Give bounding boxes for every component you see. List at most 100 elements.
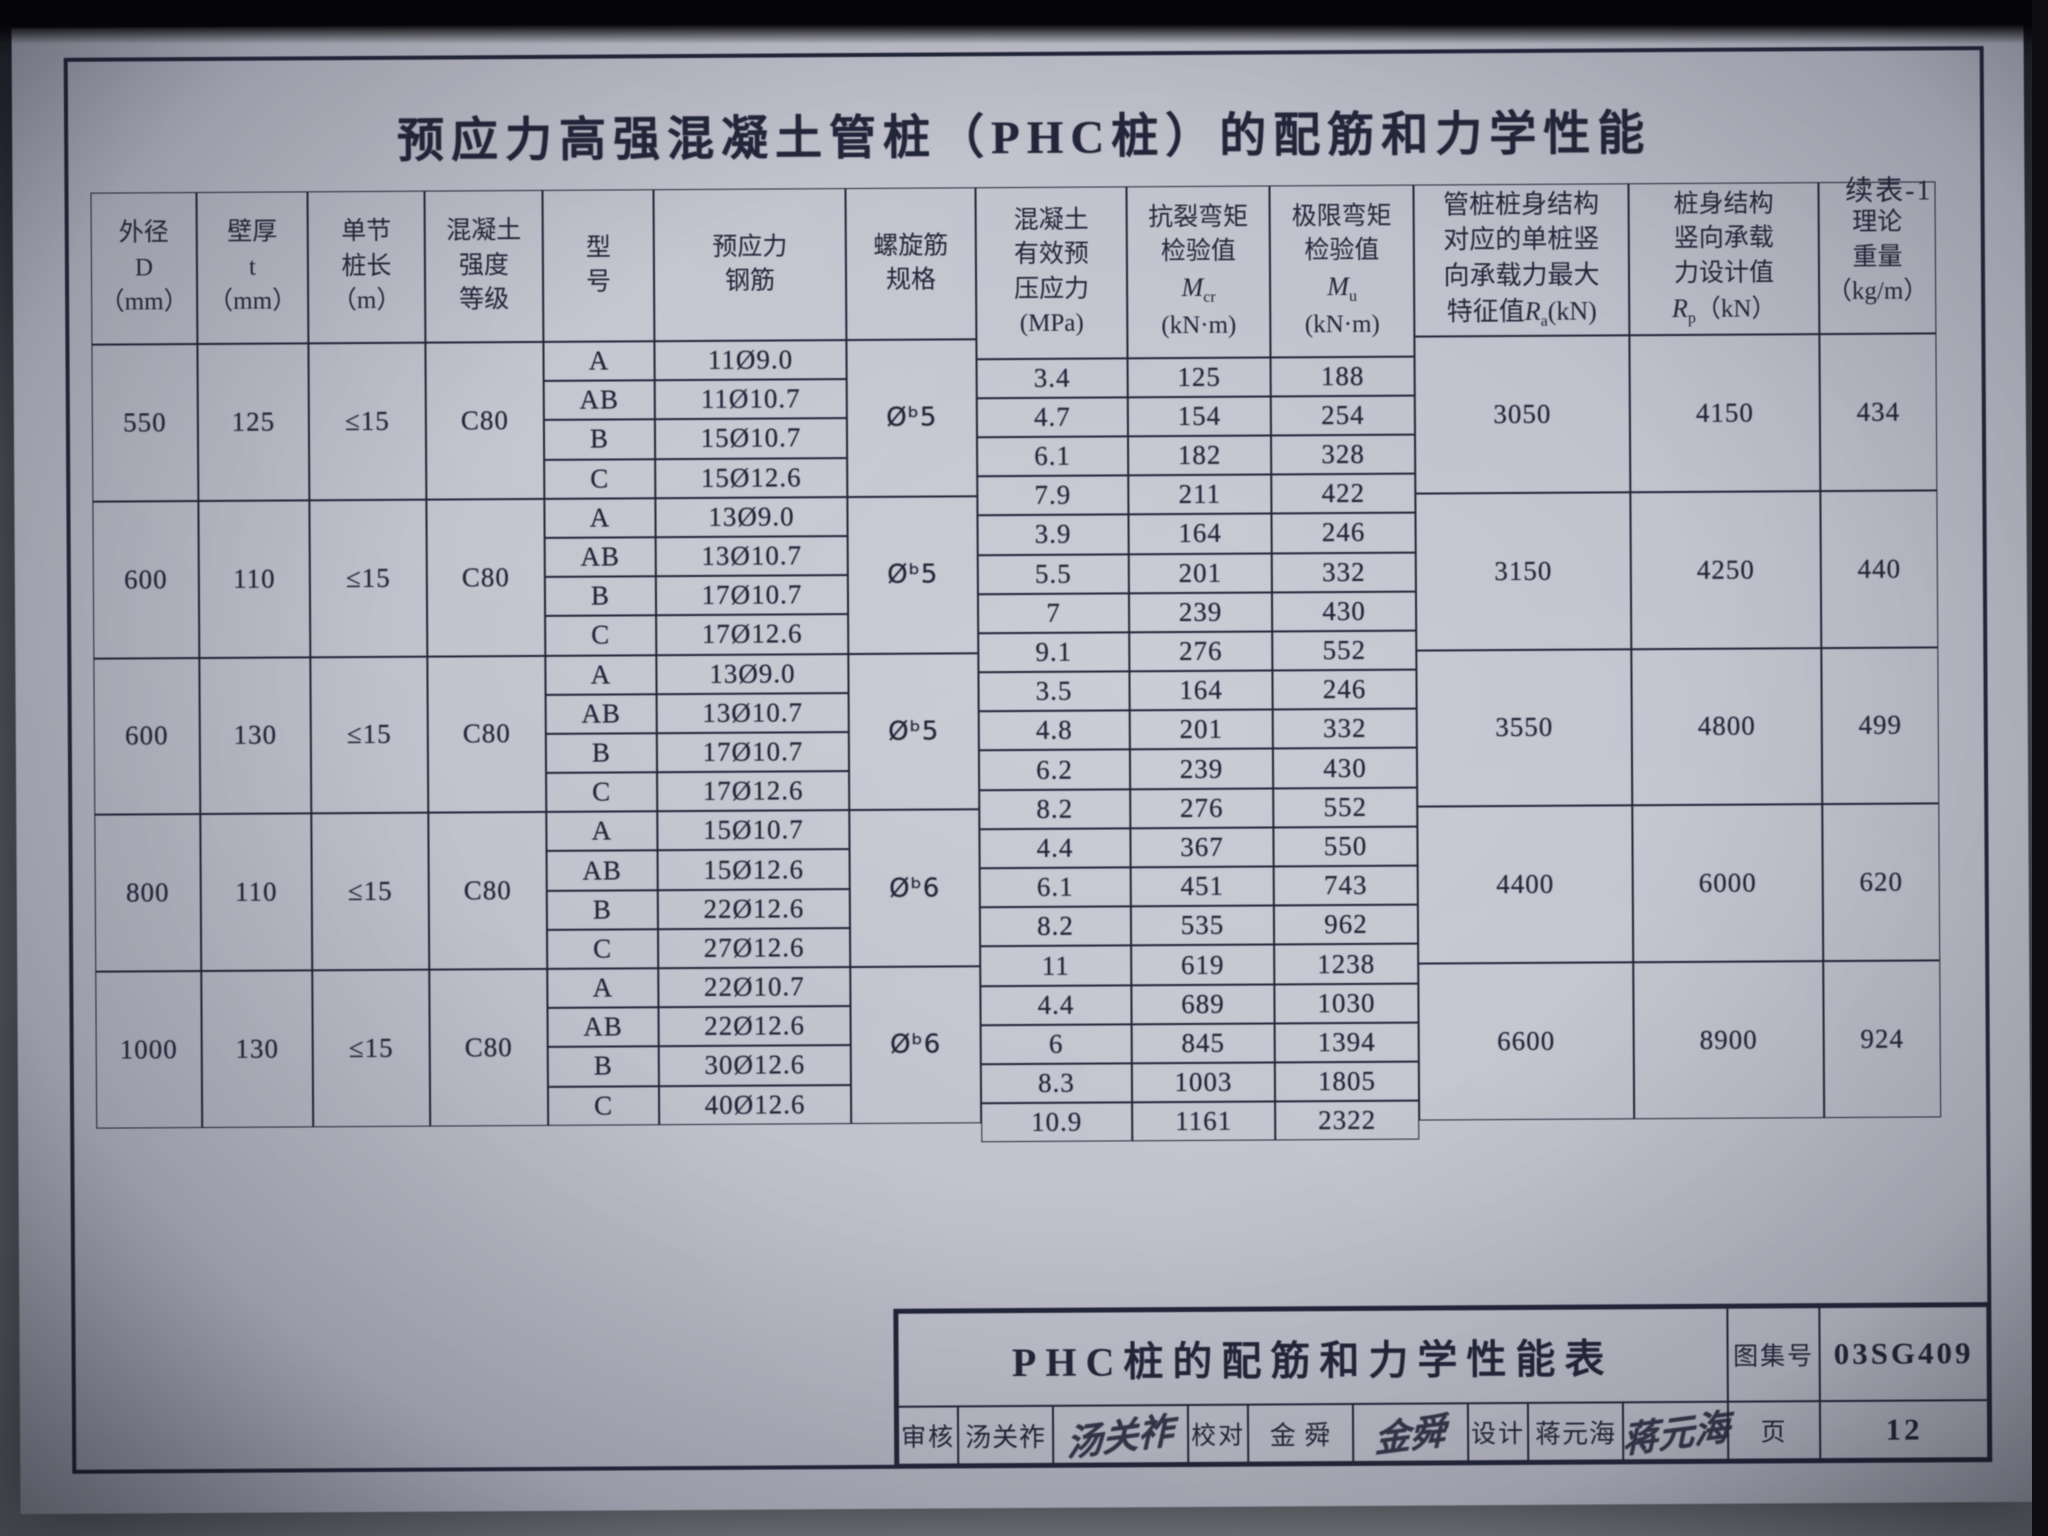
main-table: 外径 D （mm） 壁厚 t （mm） 单节 桩长 （m） 混凝土 强度 等级 … <box>90 181 1942 1148</box>
cell-mu: 552 <box>1273 787 1418 828</box>
page-number: 12 <box>1819 1400 1989 1460</box>
cell-prestress-mpa: 6 <box>980 1024 1132 1065</box>
cell-model: C <box>546 772 658 813</box>
cell-prestress-mpa: 3.4 <box>976 357 1128 399</box>
header-prestress-mpa-label: 混凝土 有效预 压应力 (MPa) <box>1013 206 1090 338</box>
cell-prestress-steel: 17Ø12.6 <box>657 771 850 812</box>
cell-prestress-mpa: 3.5 <box>978 671 1130 712</box>
cell-mcr: 125 <box>1127 357 1271 398</box>
header-mcr: 抗裂弯矩 检验值 Mcr (kN·m) <box>1126 185 1271 358</box>
header-mcr-line1: 抗裂弯矩 <box>1148 203 1249 231</box>
header-ra-line3: 向承载力最大 <box>1443 260 1600 291</box>
cell-mcr: 1003 <box>1131 1062 1276 1103</box>
header-mu: 极限弯矩 检验值 Mu (kN·m) <box>1269 184 1415 358</box>
header-rp-symbol: Rp（kN） <box>1671 294 1777 328</box>
cell-rp: 4150 <box>1629 334 1821 493</box>
cell-prestress-mpa: 7 <box>977 593 1130 634</box>
cell-mcr: 164 <box>1128 513 1272 554</box>
cell-ra: 6600 <box>1418 962 1635 1121</box>
cell-concrete-grade: C80 <box>428 812 548 970</box>
cell-mu: 422 <box>1271 473 1416 514</box>
header-outer-diameter: 外径 D （mm） <box>90 192 198 345</box>
cell-pile-length: ≤15 <box>312 969 431 1128</box>
cell-model: A <box>544 497 656 538</box>
cell-prestress-mpa: 4.7 <box>976 397 1128 438</box>
cell-mcr: 367 <box>1130 827 1274 868</box>
cell-prestress-steel: 22Ø10.7 <box>658 967 851 1008</box>
cell-pile-length: ≤15 <box>309 499 428 657</box>
cell-prestress-mpa: 9.1 <box>978 632 1130 673</box>
header-model-label: 型 号 <box>585 234 612 296</box>
cell-pile-length: ≤15 <box>311 812 430 971</box>
cell-mu: 962 <box>1273 904 1419 945</box>
header-mcr-line2: 检验值 <box>1160 237 1236 266</box>
header-mcr-symbol: Mcr <box>1181 272 1216 306</box>
atlas-number-label: 图集号 <box>1727 1307 1820 1402</box>
cell-concrete-grade: C80 <box>425 341 545 500</box>
cell-prestress-steel: 22Ø12.6 <box>658 1006 851 1047</box>
title-block-name: PHC桩的配筋和力学性能表 <box>897 1307 1728 1407</box>
cell-rp: 6000 <box>1632 804 1824 963</box>
header-pile-length: 单节 桩长 （m） <box>307 190 426 344</box>
cell-mu: 1030 <box>1274 983 1419 1024</box>
cell-prestress-steel: 15Ø12.6 <box>657 849 850 890</box>
cell-prestress-steel: 27Ø12.6 <box>657 927 851 969</box>
cell-model: B <box>543 419 656 460</box>
cell-outer-diameter: 600 <box>92 500 200 659</box>
cell-mcr: 239 <box>1129 748 1274 789</box>
cell-mcr: 689 <box>1131 984 1275 1025</box>
cell-mcr: 201 <box>1128 553 1272 594</box>
cell-prestress-steel: 17Ø10.7 <box>656 731 850 773</box>
cell-prestress-steel: 15Ø12.6 <box>655 457 848 498</box>
header-outer-diameter-label: 外径 D （mm） <box>99 219 189 316</box>
cell-prestress-mpa: 5.5 <box>977 553 1129 594</box>
title-block: PHC桩的配筋和力学性能表 图集号 03SG409 审核 汤关祚 汤关祚 校对 … <box>893 1302 1993 1469</box>
cell-prestress-steel: 17Ø10.7 <box>655 575 849 616</box>
designer-name: 蒋元海 <box>1527 1402 1624 1461</box>
header-rp: 桩身结构 竖向承载 力设计值 Rp（kN） <box>1628 182 1820 336</box>
cell-weight: 440 <box>1820 490 1939 648</box>
proofreader-signature: 金舜 <box>1352 1403 1469 1462</box>
cell-mu: 430 <box>1272 748 1418 789</box>
cell-mu: 246 <box>1272 669 1417 710</box>
header-weight: 理论 重量 （kg/m） <box>1818 181 1937 335</box>
cell-model: AB <box>547 1007 659 1048</box>
header-wall-thickness-label: 壁厚 t （mm） <box>208 218 298 316</box>
cell-prestress-steel: 22Ø12.6 <box>657 888 850 930</box>
header-pile-length-label: 单节 桩长 （m） <box>331 218 402 315</box>
cell-prestress-mpa: 8.3 <box>980 1063 1133 1104</box>
cell-model: C <box>545 615 657 656</box>
header-mu-symbol: Mu <box>1327 271 1358 305</box>
header-weight-label: 理论 重量 （kg/m） <box>1826 208 1929 306</box>
cell-concrete-grade: C80 <box>426 498 546 657</box>
cell-prestress-mpa: 11 <box>980 945 1132 986</box>
scanned-page: 预应力高强混凝土管桩（PHC桩）的配筋和力学性能 续表-1 外径 D （mm） … <box>11 15 2033 1515</box>
header-prestress-steel: 预应力 钢筋 <box>653 188 847 342</box>
cell-mcr: 164 <box>1129 670 1273 711</box>
header-ra-line1: 管桩桩身结构 <box>1442 189 1600 219</box>
header-wall-thickness: 壁厚 t （mm） <box>196 191 309 345</box>
cell-prestress-steel: 13Ø10.7 <box>656 692 849 734</box>
cell-mu: 430 <box>1271 591 1417 632</box>
cell-mu: 743 <box>1273 865 1418 906</box>
cell-mcr: 239 <box>1128 592 1273 633</box>
cell-ra: 4400 <box>1417 805 1634 964</box>
cell-prestress-steel: 15Ø10.7 <box>657 810 850 851</box>
cell-model: A <box>545 654 657 695</box>
cell-prestress-steel: 13Ø9.0 <box>655 496 848 538</box>
cell-prestress-mpa: 8.2 <box>979 788 1131 830</box>
cell-mcr: 535 <box>1130 905 1275 946</box>
cell-spiral-spec: Øᵇ6 <box>849 809 981 968</box>
cell-prestress-steel: 15Ø10.7 <box>654 418 848 459</box>
cell-prestress-steel: 11Ø9.0 <box>654 340 847 381</box>
cell-outer-diameter: 1000 <box>95 971 203 1129</box>
cell-concrete-grade: C80 <box>427 655 547 813</box>
header-concrete-grade: 混凝土 强度 等级 <box>424 189 544 343</box>
cell-model: AB <box>544 537 656 578</box>
cell-prestress-steel: 13Ø9.0 <box>656 653 849 694</box>
cell-mu: 1238 <box>1274 943 1419 985</box>
header-rp-line2: 竖向承载 <box>1673 224 1774 253</box>
designer-label: 设计 <box>1467 1402 1529 1462</box>
cell-mcr: 845 <box>1131 1023 1275 1064</box>
designer-signature: 蒋元海 <box>1622 1401 1730 1461</box>
